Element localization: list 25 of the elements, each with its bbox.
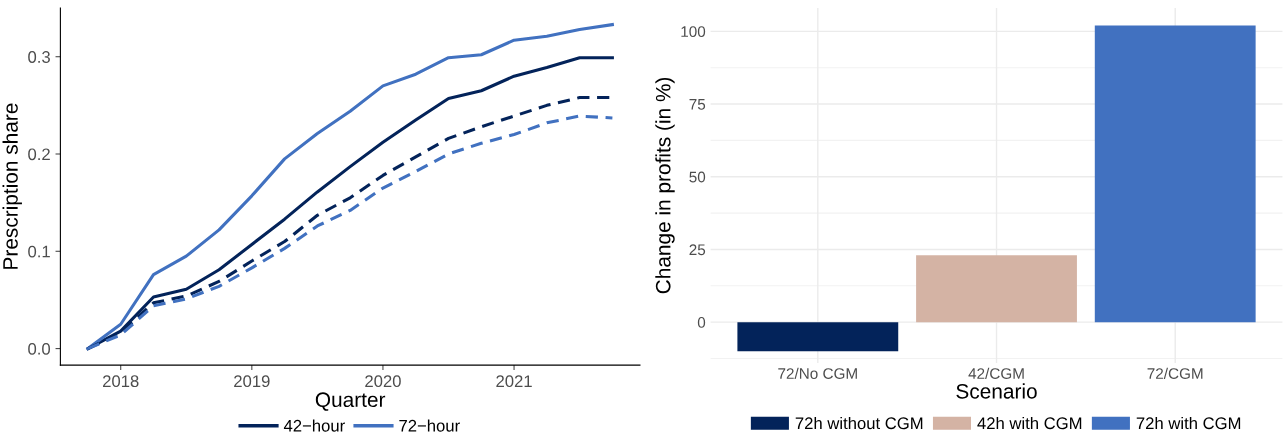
legend-label: 72h with CGM	[1136, 416, 1241, 430]
x-tick-label: 2018	[103, 375, 139, 388]
y-tick-label: 0.0	[28, 342, 51, 355]
y-axis-title: Prescription share	[2, 103, 22, 269]
x-tick-label: 2021	[496, 375, 532, 388]
x-tick-label: 42/CGM	[968, 367, 1024, 379]
legend-label: 42h with CGM	[977, 416, 1082, 430]
x-axis-title: Quarter	[315, 392, 386, 411]
legend-label: 42−hour	[283, 419, 345, 432]
y-tick-label: 50	[689, 171, 706, 183]
y-tick-label: 25	[689, 244, 706, 256]
x-tick-label: 2019	[234, 375, 270, 388]
y-tick-label: 0	[697, 317, 706, 328]
x-tick-label: 2020	[365, 375, 401, 388]
legend-label: 72h without CGM	[795, 416, 923, 430]
y-tick-label: 0.1	[28, 245, 50, 258]
x-tick-label: 72/No CGM	[778, 367, 857, 379]
x-tick-label: 72/CGM	[1147, 367, 1203, 379]
legend-label: 72−hour	[399, 419, 460, 432]
y-tick-label: 0.3	[28, 51, 50, 63]
y-tick-label: 100	[681, 26, 706, 38]
x-axis-title: Scenario	[956, 383, 1037, 399]
y-tick-label: 75	[689, 99, 706, 110]
y-axis-title: Change in profits (in %)	[655, 77, 675, 294]
y-tick-label: 0.2	[28, 148, 50, 161]
